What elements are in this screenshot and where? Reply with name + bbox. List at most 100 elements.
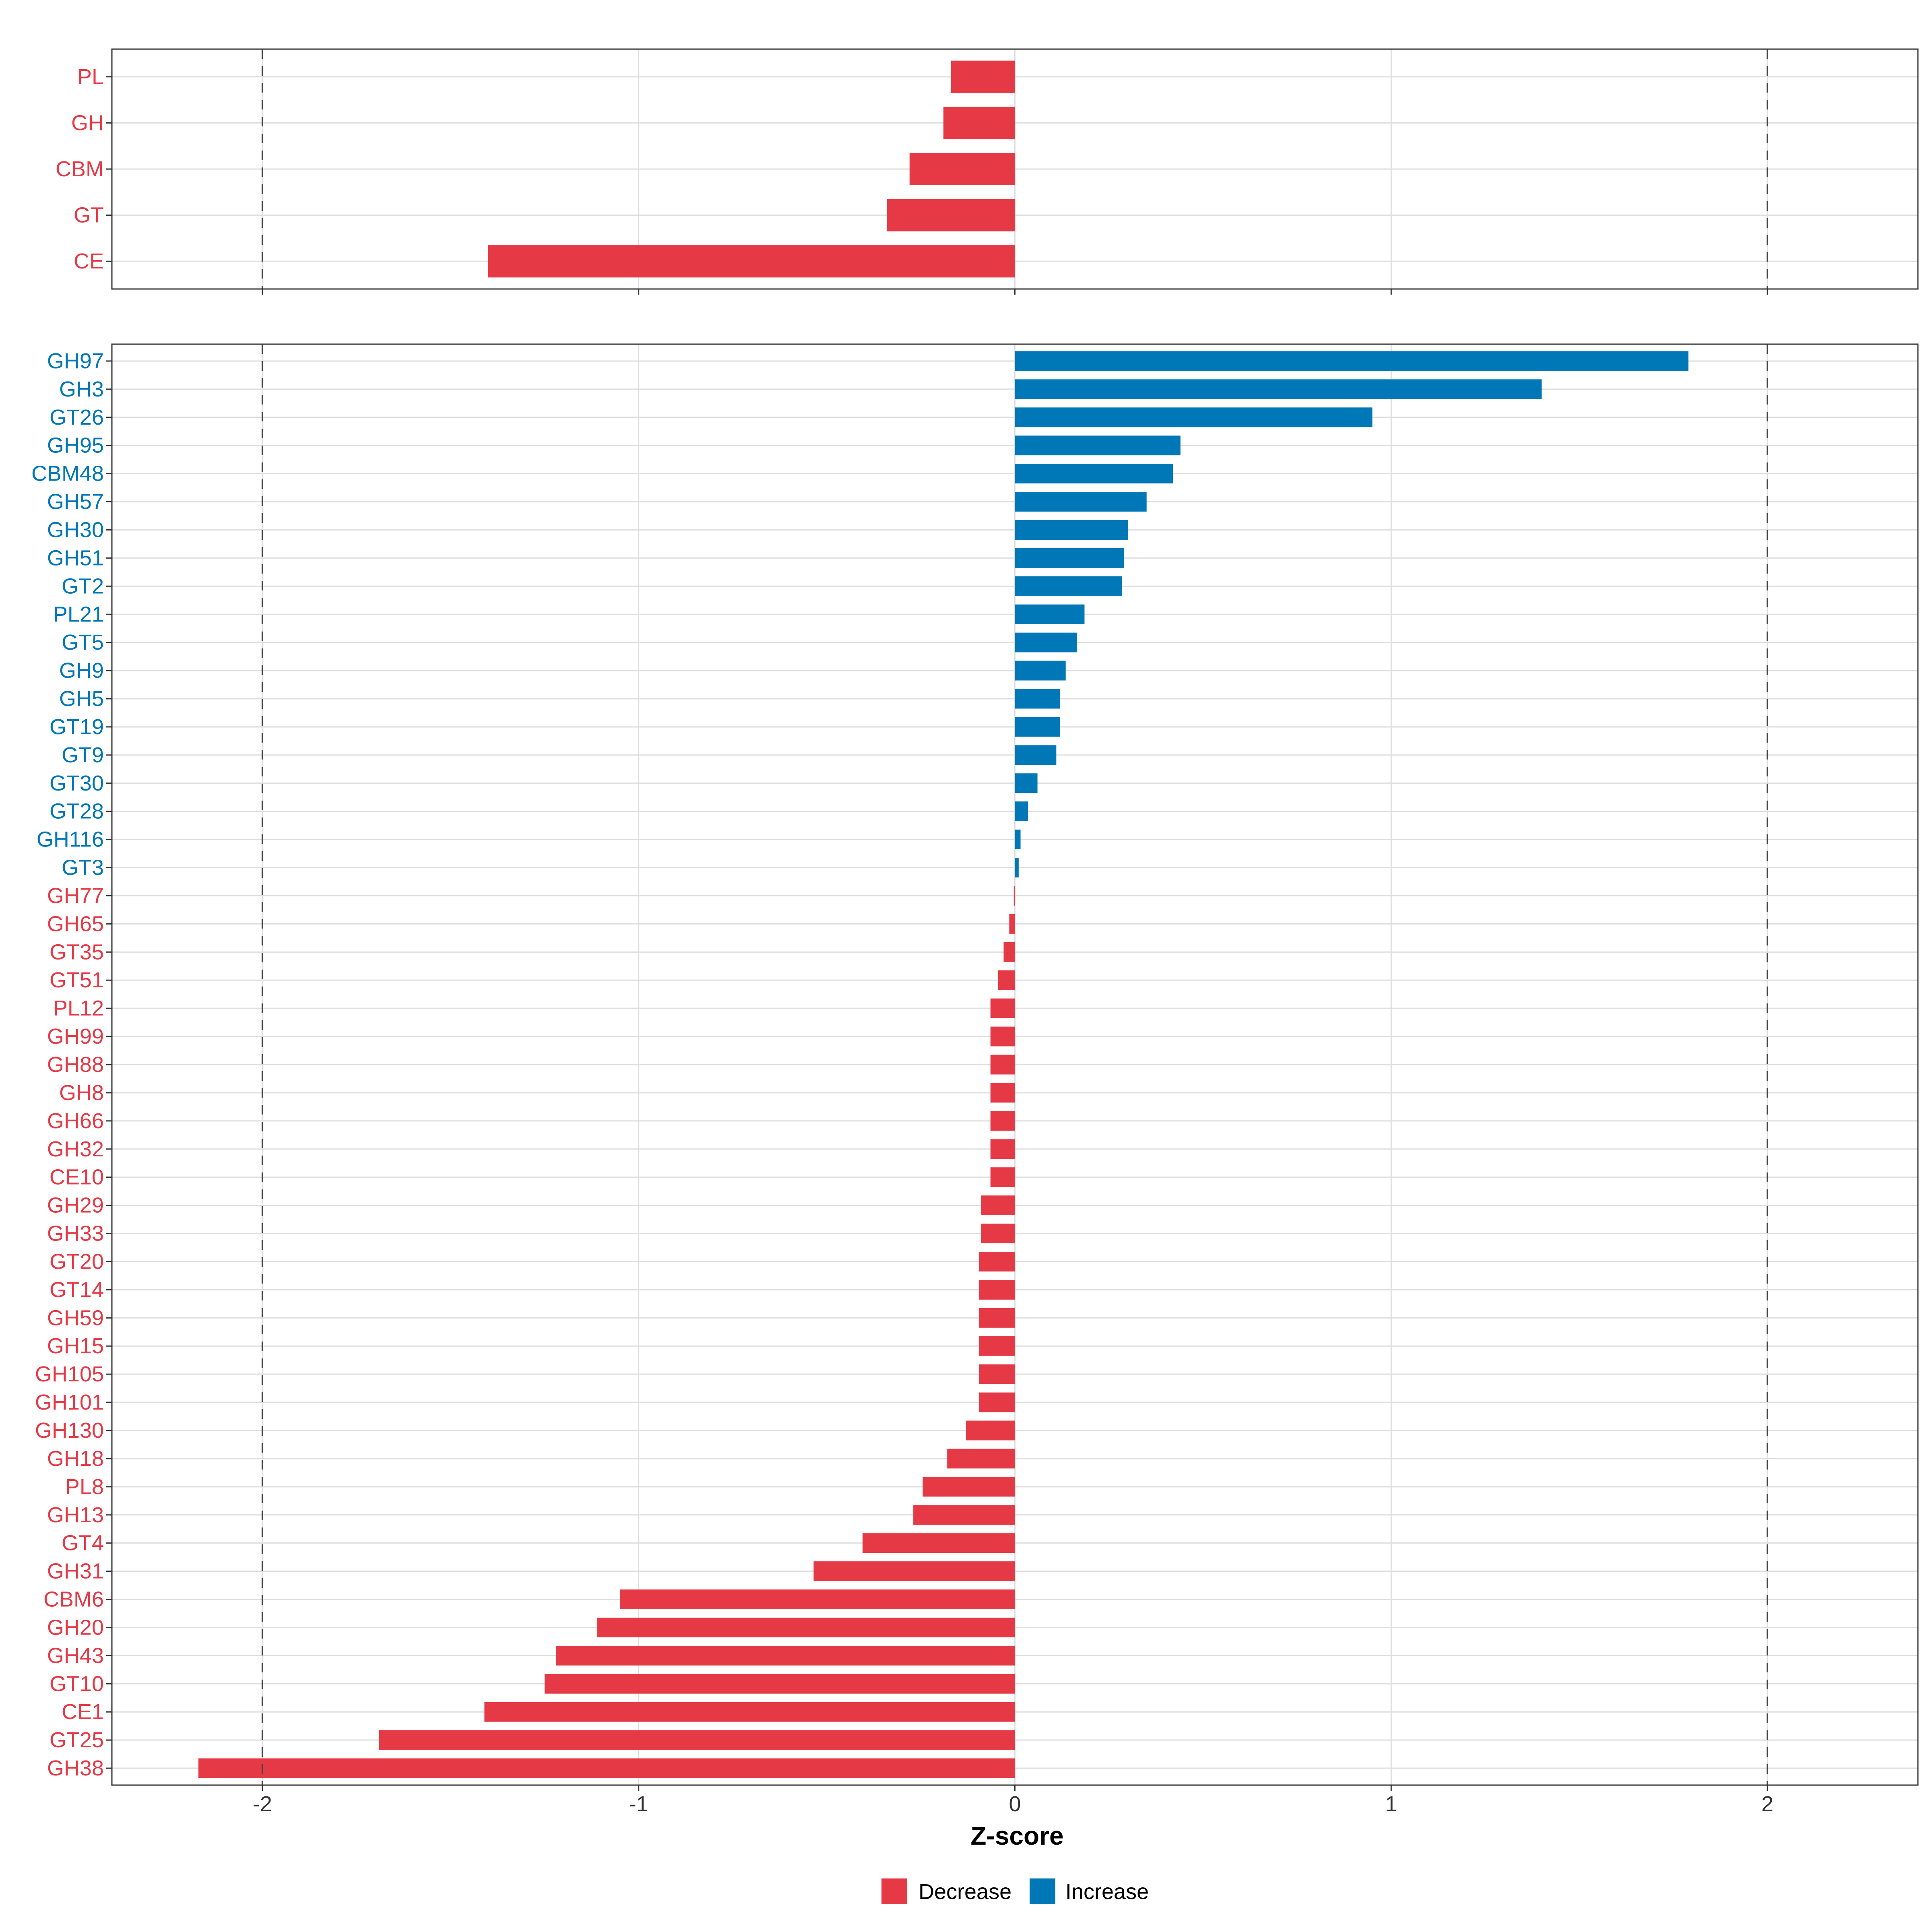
top-bar-GT <box>887 199 1015 231</box>
legend-swatch-increase <box>1030 1878 1055 1904</box>
bottom-bar-GH38 <box>198 1758 1015 1778</box>
bottom-bar-GH51 <box>1015 548 1124 568</box>
bottom-category-label: GH5 <box>59 687 104 711</box>
bottom-bar-GH57 <box>1015 492 1147 512</box>
bottom-category-label: GH33 <box>47 1222 104 1246</box>
legend: Decrease Increase <box>881 1878 1149 1904</box>
bottom-category-label: GT28 <box>50 799 104 824</box>
legend-swatch-decrease <box>881 1878 907 1904</box>
bottom-category-label: PL12 <box>53 996 104 1020</box>
bottom-category-label: CBM48 <box>31 462 104 486</box>
bottom-category-label: GH101 <box>35 1390 104 1414</box>
bottom-category-label: GH105 <box>35 1362 104 1386</box>
bottom-category-label: GH65 <box>47 912 104 936</box>
bottom-category-label: GT26 <box>50 405 104 429</box>
bottom-category-label: GH13 <box>47 1503 104 1527</box>
bottom-bar-GH101 <box>979 1392 1015 1412</box>
bottom-bar-GH15 <box>979 1336 1015 1356</box>
legend-label-increase: Increase <box>1065 1880 1149 1904</box>
bottom-category-label: GH97 <box>47 349 104 373</box>
bottom-category-label: GH38 <box>47 1756 104 1780</box>
bottom-bar-GH32 <box>990 1139 1015 1159</box>
bottom-bar-CE10 <box>990 1167 1015 1187</box>
bottom-category-label: GH43 <box>47 1643 104 1668</box>
bottom-bar-GT5 <box>1015 632 1077 652</box>
x-axis-title: Z-score <box>970 1821 1063 1850</box>
bottom-category-label: GH116 <box>37 828 104 852</box>
bottom-bar-GT9 <box>1015 745 1057 765</box>
top-category-label: GT <box>74 203 104 227</box>
x-tick-label: 2 <box>1761 1792 1773 1816</box>
bottom-category-label: PL8 <box>65 1475 104 1499</box>
bottom-category-label: GH8 <box>59 1081 104 1105</box>
bottom-category-label: PL21 <box>53 602 104 626</box>
bottom-category-label: GT20 <box>50 1249 104 1274</box>
bottom-category-label: GH130 <box>35 1418 104 1443</box>
bottom-category-label: GH51 <box>47 546 104 570</box>
bottom-bar-GH33 <box>981 1224 1015 1244</box>
bottom-bar-CE1 <box>484 1702 1015 1722</box>
bottom-bar-GT19 <box>1015 717 1060 737</box>
top-category-label: CE <box>74 249 104 273</box>
bottom-category-label: GT19 <box>50 715 104 739</box>
bottom-category-label: GH88 <box>47 1053 104 1077</box>
legend-label-decrease: Decrease <box>919 1880 1011 1904</box>
bottom-bar-GH29 <box>981 1195 1015 1216</box>
x-tick-label: -1 <box>629 1792 648 1816</box>
bottom-bar-GH116 <box>1015 830 1021 850</box>
bottom-category-label: GH30 <box>47 518 104 542</box>
bottom-bar-GT14 <box>979 1280 1015 1300</box>
bottom-bar-GT30 <box>1015 773 1038 793</box>
bottom-bar-GH5 <box>1015 689 1060 709</box>
bottom-category-label: GH29 <box>47 1193 104 1218</box>
bottom-bar-GT35 <box>1003 942 1015 962</box>
bottom-bar-GH99 <box>990 1026 1015 1046</box>
bottom-category-label: GT5 <box>62 630 104 654</box>
bottom-bar-GT28 <box>1015 801 1028 822</box>
bottom-category-label: GH20 <box>47 1615 104 1639</box>
bottom-category-label: CBM6 <box>43 1587 104 1612</box>
bottom-category-label: GH57 <box>47 490 104 514</box>
bottom-category-label: CE10 <box>50 1165 104 1189</box>
bottom-bar-GH77 <box>1013 886 1015 906</box>
bottom-category-label: GH15 <box>47 1334 104 1358</box>
top-category-label: CBM <box>56 157 104 181</box>
bottom-bar-GT20 <box>979 1251 1015 1271</box>
bottom-category-label: GH95 <box>47 433 104 458</box>
bottom-bar-GH20 <box>597 1617 1015 1637</box>
top-bar-CE <box>488 245 1015 278</box>
bottom-panel: GH97 GH3 GT26 GH95 CBM48 GH57 GH30 GH51 GT2 PL21 G… <box>31 343 1919 1791</box>
bottom-bar-GT26 <box>1015 407 1373 427</box>
bottom-bar-GH97 <box>1015 351 1688 371</box>
bottom-category-label: GT35 <box>50 940 104 964</box>
x-axis: -2 -1 0 1 2 <box>253 1792 1773 1816</box>
bottom-bar-CBM6 <box>619 1589 1015 1609</box>
bottom-category-label: GH59 <box>47 1306 104 1330</box>
top-bar-GH <box>943 107 1015 139</box>
bottom-bar-PL21 <box>1015 604 1085 624</box>
bottom-category-label: GT25 <box>50 1728 104 1752</box>
bottom-bar-GH8 <box>990 1083 1015 1103</box>
bottom-bar-GH59 <box>979 1308 1015 1328</box>
bottom-bar-GH18 <box>947 1449 1015 1469</box>
bottom-category-label: GH18 <box>47 1447 104 1471</box>
bottom-bar-GH95 <box>1015 436 1181 456</box>
bottom-bar-GH43 <box>556 1645 1015 1666</box>
bottom-category-label: GT2 <box>62 574 104 598</box>
top-bar-CBM <box>909 153 1015 186</box>
bottom-category-label: GT9 <box>62 743 104 767</box>
bottom-bar-GH66 <box>990 1111 1015 1131</box>
bottom-bar-PL12 <box>990 998 1015 1018</box>
bottom-category-label: GH3 <box>59 377 104 401</box>
bottom-bar-GH31 <box>813 1561 1015 1581</box>
bottom-category-label: GH9 <box>59 658 104 683</box>
bottom-bar-GH65 <box>1009 914 1015 934</box>
x-tick-label: 1 <box>1385 1792 1397 1816</box>
bottom-bar-GT10 <box>545 1674 1015 1694</box>
bottom-bar-GH88 <box>990 1055 1015 1075</box>
bottom-category-label: GT14 <box>50 1278 104 1302</box>
bottom-category-label: GH32 <box>47 1137 104 1161</box>
bottom-category-label: GT4 <box>62 1531 104 1555</box>
bottom-category-label: CE1 <box>62 1700 104 1724</box>
